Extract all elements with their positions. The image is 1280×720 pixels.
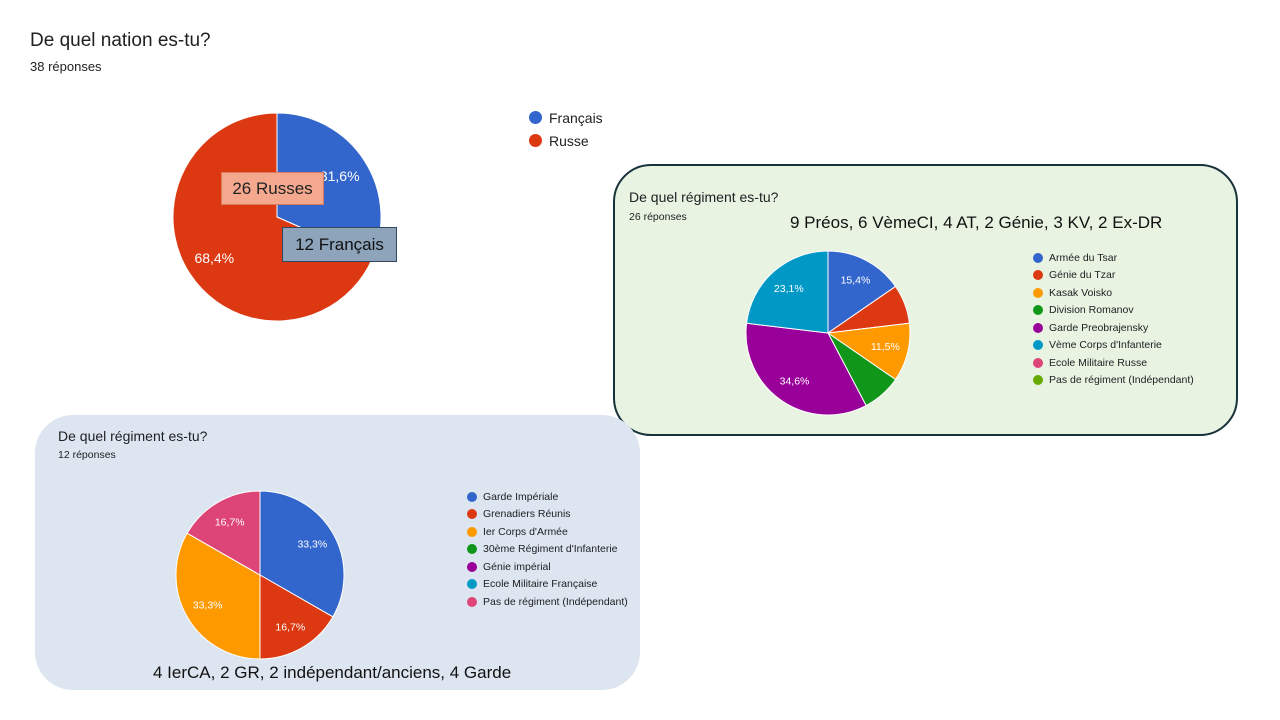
regiment-russe-legend-label-6: Vème Corps d'Infanterie (1049, 339, 1162, 352)
nation-legend-label-1: Français (549, 109, 603, 126)
regiment-russe-legend-item-2: Génie du Tzar (1033, 267, 1194, 285)
regiment-francais-legend-swatch-7 (467, 596, 477, 607)
chart-title-regiment-russe: De quel régiment es-tu? (629, 189, 779, 205)
regiment-russe-legend-swatch-1 (1033, 252, 1043, 263)
regiment-francais-legend-label-4: 30ème Régiment d'Infanterie (483, 543, 618, 556)
regiment-francais-legend-item-7: Pas de régiment (Indépendant) (467, 593, 628, 611)
response-count-regiment-francais: 12 réponses (58, 449, 116, 461)
regiment-russe-legend-item-5: Garde Preobrajensky (1033, 319, 1194, 337)
regiment-francais-legend-item-5: Génie impérial (467, 558, 628, 576)
nation-legend-swatch-1 (529, 111, 542, 124)
regiment-russe-legend-item-3: Kasak Voisko (1033, 284, 1194, 302)
regiment-russe-legend-swatch-5 (1033, 322, 1043, 333)
regiment-russe-legend-item-7: Ecole Militaire Russe (1033, 354, 1194, 372)
regiment-francais-legend-swatch-6 (467, 579, 477, 590)
regiment-russe-legend-swatch-8 (1033, 375, 1043, 386)
regiment-francais-legend-swatch-4 (467, 544, 477, 555)
nation-legend-item-1: Français (529, 106, 603, 129)
regiment-russe-legend-swatch-7 (1033, 357, 1043, 368)
regiment-francais-legend-item-1: Garde Impériale (467, 488, 628, 506)
regiment-francais-legend-swatch-2 (467, 509, 477, 520)
annotation-regiment-russe: 9 Préos, 6 VèmeCI, 4 AT, 2 Génie, 3 KV, … (790, 213, 1163, 232)
regiment-russe-legend-swatch-3 (1033, 287, 1043, 298)
regiment-russe-legend-item-1: Armée du Tsar (1033, 249, 1194, 267)
regiment-russe-legend-label-7: Ecole Militaire Russe (1049, 356, 1148, 369)
regiment-francais-legend-label-3: Ier Corps d'Armée (483, 525, 568, 538)
regiment-francais-legend-item-3: Ier Corps d'Armée (467, 523, 628, 541)
regiment-russe-legend-label-1: Armée du Tsar (1049, 251, 1118, 264)
panel-regiment-russe: De quel régiment es-tu? 26 réponses 9 Pr… (613, 164, 1238, 436)
regiment-russe-legend-item-4: Division Romanov (1033, 302, 1194, 320)
annotation-regiment-francais: 4 IerCA, 2 GR, 2 indépendant/anciens, 4 … (153, 663, 512, 682)
regiment-russe-legend-label-5: Garde Preobrajensky (1049, 321, 1149, 334)
regiment-francais-legend-label-1: Garde Impériale (483, 490, 559, 503)
chart-title-nation: De quel nation es-tu? (30, 30, 211, 51)
nation-legend-label-2: Russe (549, 132, 589, 149)
annotation-francais: 12 Français (282, 227, 397, 262)
regiment-russe-legend-item-6: Vème Corps d'Infanterie (1033, 337, 1194, 355)
regiment-francais-legend-label-6: Ecole Militaire Française (483, 578, 598, 591)
regiment-russe-legend-label-8: Pas de régiment (Indépendant) (1049, 374, 1194, 387)
regiment-francais-legend-item-6: Ecole Militaire Française (467, 576, 628, 594)
regiment-francais-legend-swatch-3 (467, 526, 477, 537)
regiment-russe-legend-label-4: Division Romanov (1049, 304, 1134, 317)
response-count-nation: 38 réponses (30, 59, 102, 74)
nation-legend-swatch-2 (529, 134, 542, 147)
regiment-francais-legend-label-2: Grenadiers Réunis (483, 508, 571, 521)
nation-slice-2 (172, 112, 373, 322)
nation-slice-label-1: 31,6% (320, 168, 360, 184)
legend-regiment-russe: Armée du Tsar Génie du Tzar Kasak Voisko Di… (1033, 249, 1194, 389)
chart-title-regiment-francais: De quel régiment es-tu? (58, 428, 208, 444)
regiment-russe-legend-item-8: Pas de régiment (Indépendant) (1033, 372, 1194, 390)
regiment-russe-legend-swatch-4 (1033, 305, 1043, 316)
regiment-russe-legend-label-2: Génie du Tzar (1049, 269, 1116, 282)
annotation-russes: 26 Russes (221, 172, 324, 205)
legend-nation: Français Russe (529, 106, 603, 152)
regiment-russe-legend-swatch-6 (1033, 340, 1043, 351)
regiment-russe-legend-label-3: Kasak Voisko (1049, 286, 1113, 299)
regiment-francais-legend-swatch-1 (467, 491, 477, 502)
nation-slice-label-2: 68,4% (194, 250, 234, 266)
regiment-francais-legend-label-5: Génie impérial (483, 560, 551, 573)
regiment-francais-legend-item-4: 30ème Régiment d'Infanterie (467, 541, 628, 559)
regiment-francais-legend-item-2: Grenadiers Réunis (467, 506, 628, 524)
regiment-francais-legend-swatch-5 (467, 561, 477, 572)
regiment-russe-legend-swatch-2 (1033, 270, 1043, 281)
regiment-francais-legend-label-7: Pas de régiment (Indépendant) (483, 595, 628, 608)
response-count-regiment-russe: 26 réponses (629, 211, 687, 223)
legend-regiment-francais: Garde Impériale Grenadiers Réunis Ier Corp… (467, 488, 628, 611)
nation-legend-item-2: Russe (529, 129, 603, 152)
panel-regiment-francais: De quel régiment es-tu? 12 réponses 4 Ie… (35, 415, 640, 690)
